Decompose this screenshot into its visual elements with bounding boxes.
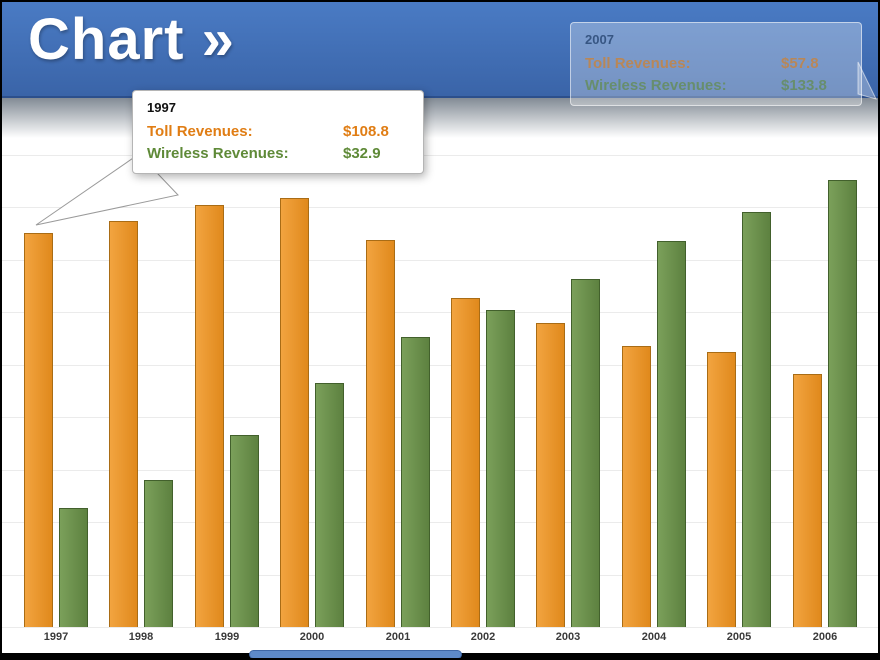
bar-wireless-2005[interactable]	[742, 212, 771, 627]
x-axis-label-1997: 1997	[43, 631, 69, 643]
tooltip-1997: 1997 Toll Revenues: $108.8 Wireless Reve…	[132, 90, 424, 174]
bar-wireless-1998[interactable]	[144, 480, 173, 627]
tooltip-1997-toll-label: Toll Revenues:	[147, 123, 253, 140]
bar-toll-1998[interactable]	[109, 221, 138, 627]
gridline	[2, 522, 878, 523]
gridline	[2, 155, 878, 156]
bar-toll-2005[interactable]	[707, 352, 736, 627]
tooltip-1997-wireless-label: Wireless Revenues:	[147, 145, 289, 162]
x-axis-label-1998: 1998	[128, 631, 154, 643]
bar-toll-2004[interactable]	[622, 346, 651, 627]
tooltip-1997-year: 1997	[147, 100, 176, 115]
bar-wireless-2002[interactable]	[486, 310, 515, 627]
chart-title: Chart »	[28, 7, 235, 72]
gridline	[2, 207, 878, 208]
tooltip-1997-wireless-value: $32.9	[343, 145, 381, 162]
bar-toll-2002[interactable]	[451, 298, 480, 627]
tooltip-2007-year: 2007	[585, 32, 614, 47]
bar-wireless-2001[interactable]	[401, 337, 430, 627]
x-axis-label-2002: 2002	[470, 631, 496, 643]
scrollbar-thumb[interactable]	[249, 650, 462, 658]
x-axis-label-2003: 2003	[555, 631, 581, 643]
tooltip-2007-toll-label: Toll Revenues:	[585, 55, 691, 72]
bar-toll-1999[interactable]	[195, 205, 224, 627]
bar-wireless-2006[interactable]	[828, 180, 857, 627]
bar-toll-2006[interactable]	[793, 374, 822, 627]
gridline	[2, 575, 878, 576]
bar-toll-2001[interactable]	[366, 240, 395, 627]
gridline	[2, 365, 878, 366]
x-axis-label-2005: 2005	[726, 631, 752, 643]
bar-toll-2000[interactable]	[280, 198, 309, 627]
x-axis-label-2001: 2001	[385, 631, 411, 643]
gridline	[2, 312, 878, 313]
gridline	[2, 417, 878, 418]
header-banner	[2, 2, 878, 98]
tooltip-1997-toll-value: $108.8	[343, 123, 389, 140]
x-axis-label-2006: 2006	[812, 631, 838, 643]
gridline	[2, 470, 878, 471]
bar-wireless-1997[interactable]	[59, 508, 88, 627]
gridline	[2, 260, 878, 261]
gridline	[2, 627, 878, 628]
bar-wireless-1999[interactable]	[230, 435, 259, 627]
bar-wireless-2000[interactable]	[315, 383, 344, 627]
tooltip-2007: 2007 Toll Revenues: $57.8 Wireless Reven…	[570, 22, 862, 106]
bar-wireless-2004[interactable]	[657, 241, 686, 627]
bar-toll-2003[interactable]	[536, 323, 565, 627]
tooltip-2007-wireless-label: Wireless Revenues:	[585, 77, 727, 94]
tooltip-2007-toll-value: $57.8	[781, 55, 819, 72]
tooltip-2007-wireless-value: $133.8	[781, 77, 827, 94]
bar-toll-1997[interactable]	[24, 233, 53, 627]
x-axis-label-2004: 2004	[641, 631, 667, 643]
x-axis-label-2000: 2000	[299, 631, 325, 643]
bar-wireless-2003[interactable]	[571, 279, 600, 627]
x-axis-label-1999: 1999	[214, 631, 240, 643]
